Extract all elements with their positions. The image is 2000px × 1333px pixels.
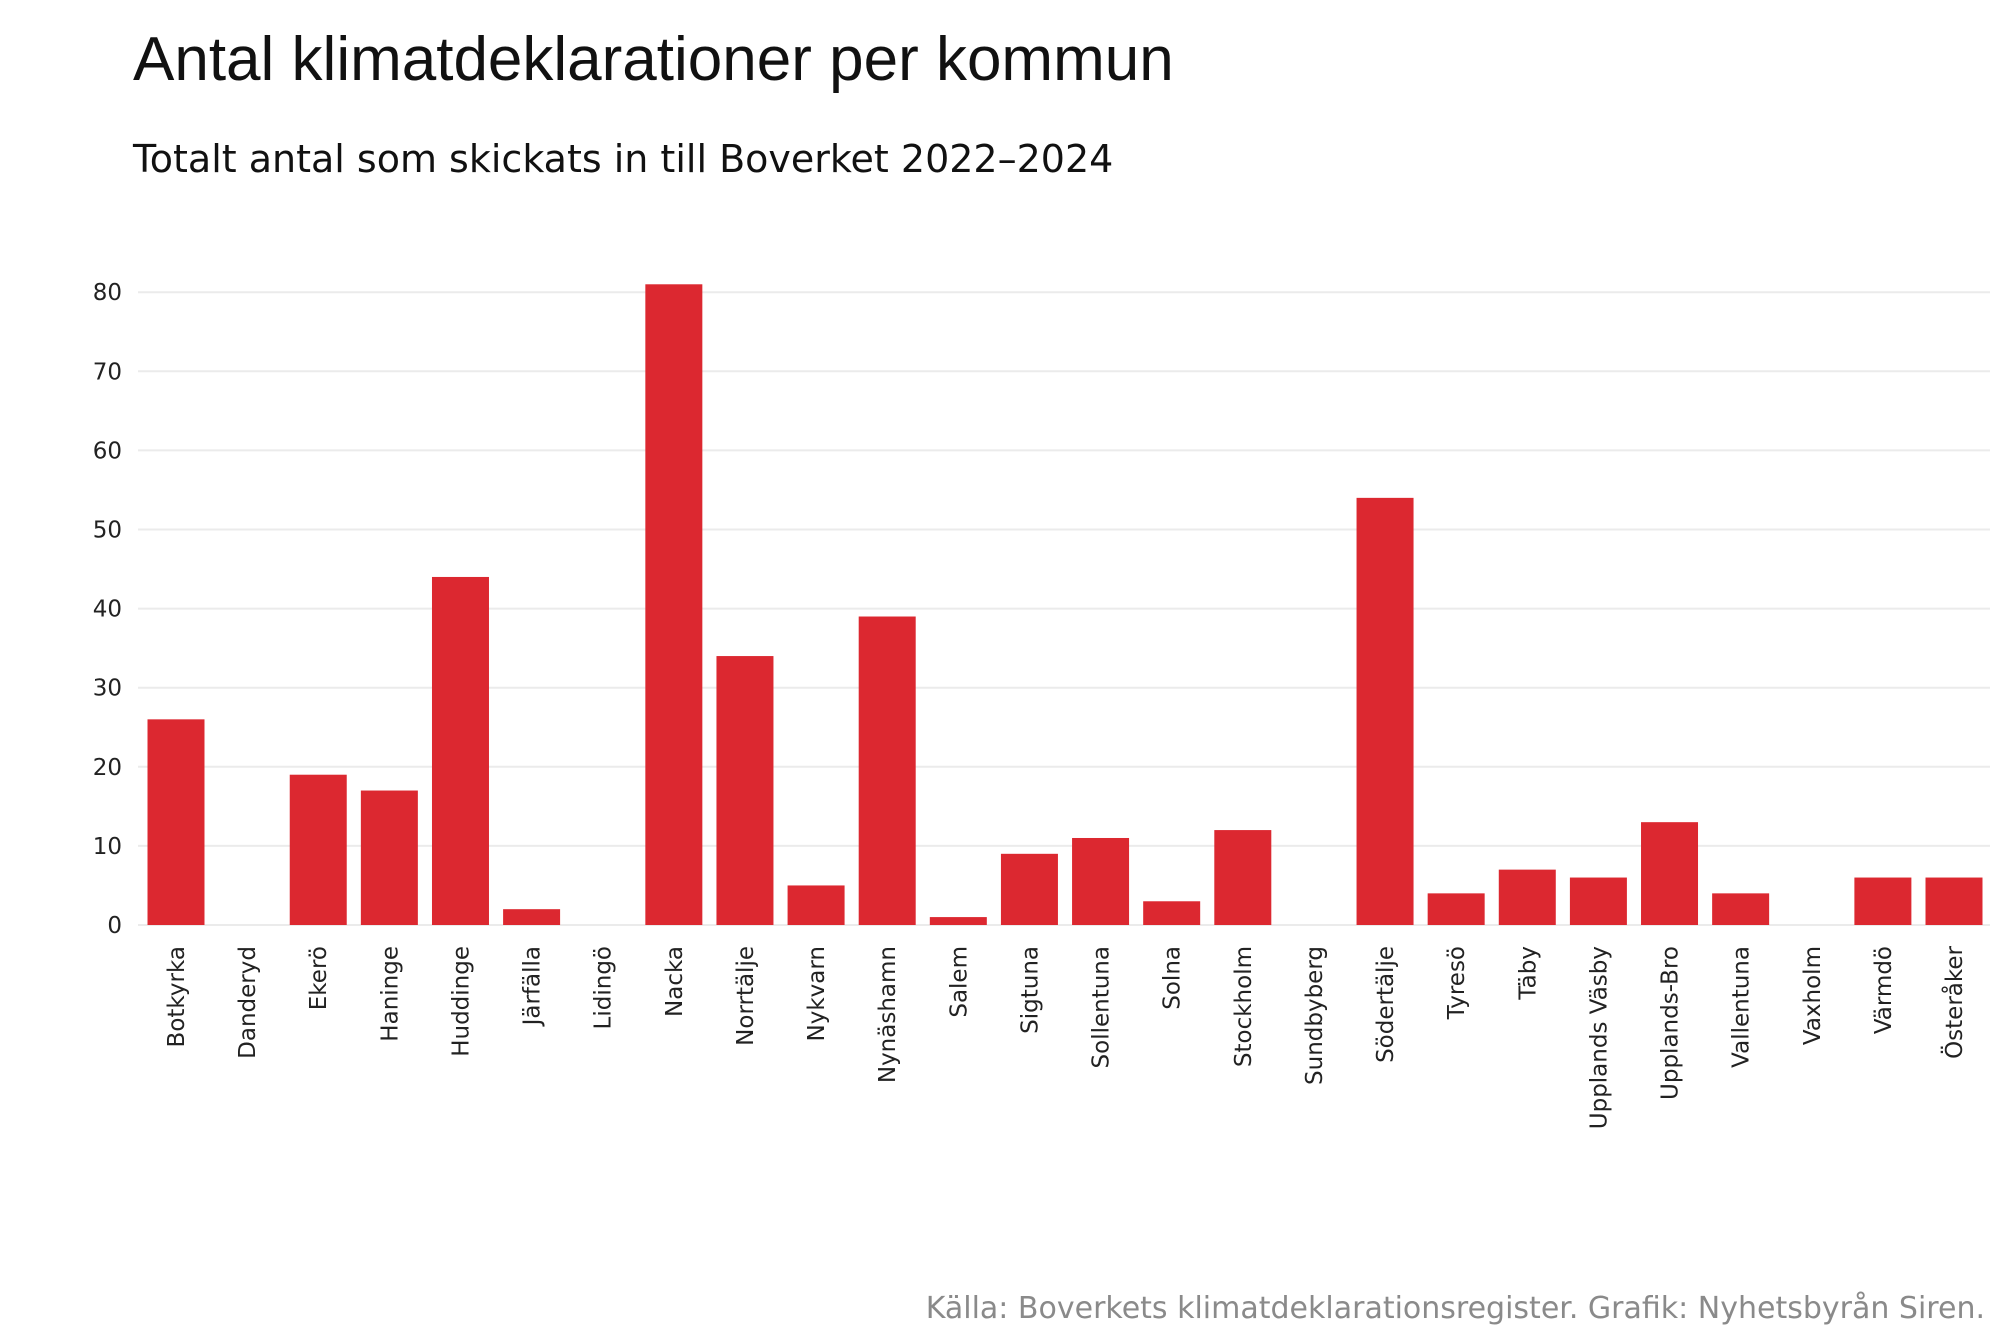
y-tick-label: 30 — [93, 676, 122, 702]
y-tick-label: 80 — [93, 280, 122, 306]
bar — [289, 774, 347, 925]
chart-caption: Källa: Boverkets klimatdeklarationsregis… — [926, 1291, 1985, 1326]
x-tick-label: Danderyd — [235, 946, 261, 1059]
y-axis-ticks: 0 10 20 30 40 50 60 70 80 — [93, 280, 122, 939]
bar — [431, 576, 489, 925]
bar — [1925, 877, 1983, 925]
bar — [1641, 822, 1699, 925]
x-tick-label: Österåker — [1940, 945, 1968, 1058]
x-tick-label: Vaxholm — [1800, 946, 1826, 1045]
y-tick-label: 40 — [93, 597, 122, 623]
bars — [147, 284, 1983, 925]
bar — [1569, 877, 1627, 925]
bar — [929, 917, 987, 925]
x-axis-labels: Botkyrka Danderyd Ekerö Haninge Huddinge Järf… — [164, 945, 1968, 1129]
bar — [360, 790, 418, 925]
bar — [645, 284, 703, 925]
bar — [1712, 893, 1770, 925]
bar — [147, 719, 205, 925]
bar — [1356, 497, 1414, 925]
y-tick-label: 60 — [93, 438, 122, 464]
x-tick-label: Upplands Väsby — [1586, 946, 1612, 1129]
bar — [503, 909, 561, 925]
y-tick-label: 10 — [93, 834, 122, 860]
bar — [1854, 877, 1912, 925]
x-tick-label: Tyresö — [1444, 946, 1470, 1020]
bar — [716, 656, 774, 925]
bar — [1427, 893, 1485, 925]
x-tick-label: Täby — [1515, 946, 1541, 1001]
x-tick-label: Norrtälje — [733, 946, 759, 1046]
x-tick-label: Sigtuna — [1017, 946, 1043, 1034]
bar — [1143, 901, 1201, 925]
bar — [787, 885, 845, 925]
x-tick-label: Ekerö — [306, 946, 332, 1010]
bar — [1214, 830, 1272, 925]
x-tick-label: Vallentuna — [1729, 946, 1755, 1068]
x-tick-label: Botkyrka — [164, 946, 190, 1047]
x-tick-label: Sundbyberg — [1302, 946, 1328, 1085]
y-tick-label: 70 — [93, 359, 122, 385]
x-tick-label: Nynäshamn — [875, 946, 901, 1083]
x-tick-label: Lidingö — [591, 946, 617, 1029]
x-tick-label: Södertälje — [1373, 946, 1399, 1063]
x-tick-label: Salem — [946, 946, 972, 1018]
x-tick-label: Haninge — [377, 946, 403, 1042]
bar — [1000, 853, 1058, 925]
x-tick-label: Värmdö — [1871, 946, 1897, 1034]
x-tick-label: Solna — [1160, 946, 1186, 1010]
x-tick-label: Nykvarn — [804, 946, 830, 1041]
x-tick-label: Sollentuna — [1089, 946, 1115, 1068]
bar — [1072, 837, 1130, 925]
bar — [858, 616, 916, 925]
x-tick-label: Järfälla — [520, 946, 546, 1027]
y-tick-label: 50 — [93, 518, 122, 544]
x-tick-label: Stockholm — [1231, 946, 1257, 1067]
y-tick-label: 0 — [107, 913, 122, 939]
x-tick-label: Upplands-Bro — [1658, 946, 1684, 1100]
chart-subtitle: Totalt antal som skickats in till Boverk… — [132, 137, 1113, 181]
chart-title: Antal klimatdeklarationer per kommun — [133, 25, 1174, 94]
x-tick-label: Huddinge — [448, 946, 474, 1057]
x-tick-label: Nacka — [662, 946, 688, 1017]
bar — [1498, 869, 1556, 925]
y-tick-label: 20 — [93, 755, 122, 781]
